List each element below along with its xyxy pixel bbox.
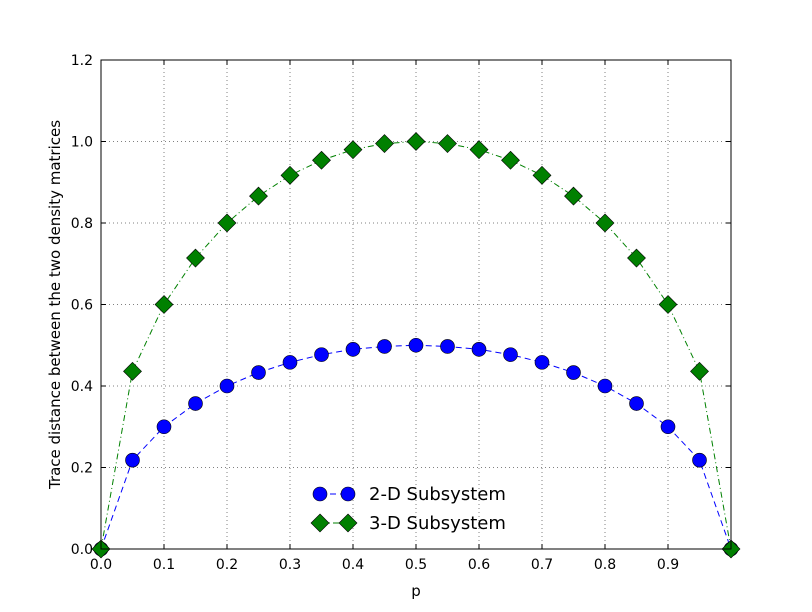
y-tick-label: 1.2 — [71, 53, 93, 69]
data-point-circle — [660, 419, 676, 435]
legend: 2-D Subsystem 3-D Subsystem — [310, 484, 506, 534]
legend-item-0: 2-D Subsystem — [312, 484, 506, 505]
data-point-circle — [156, 419, 172, 435]
y-tick-label: 0.2 — [71, 461, 93, 477]
x-tick-label: 0.9 — [657, 557, 679, 573]
data-point-diamond — [627, 248, 646, 268]
data-point-circle — [314, 347, 329, 362]
legend-label: 3-D Subsystem — [369, 513, 506, 534]
x-tick-label: 0.3 — [279, 557, 301, 573]
data-point-circle — [597, 378, 613, 394]
data-point-diamond — [595, 213, 615, 233]
data-point-circle — [534, 355, 550, 370]
y-tick-label: 0.8 — [71, 216, 93, 232]
y-axis-label: Trace distance between the two density m… — [46, 120, 64, 490]
grid — [101, 60, 731, 549]
data-point-circle — [692, 452, 707, 468]
x-tick-label: 0.4 — [342, 557, 364, 573]
data-point-circle — [188, 396, 203, 411]
data-point-circle — [125, 452, 140, 468]
legend-marker — [312, 486, 328, 502]
x-tick-label: 0.6 — [468, 557, 490, 573]
data-point-diamond — [123, 361, 142, 381]
data-point-circle — [345, 342, 361, 357]
data-point-diamond — [690, 361, 709, 381]
y-tick-label: 0.0 — [71, 542, 93, 558]
data-point-diamond — [375, 134, 394, 153]
y-tick-label: 0.6 — [71, 298, 93, 314]
data-point-diamond — [280, 165, 300, 185]
data-point-diamond — [154, 295, 174, 314]
legend-marker — [310, 513, 330, 533]
data-point-circle — [377, 339, 392, 354]
data-point-diamond — [312, 150, 331, 170]
data-point-circle — [629, 396, 644, 411]
ticks — [100, 59, 731, 550]
x-tick-label: 0.2 — [216, 557, 238, 573]
legend-item-1: 3-D Subsystem — [310, 513, 506, 534]
series-0 — [93, 337, 739, 557]
data-point-circle — [471, 342, 487, 357]
x-axis-label: p — [411, 582, 421, 600]
data-point-circle — [566, 365, 581, 380]
y-tick-label: 1.0 — [71, 135, 93, 151]
data-point-diamond — [438, 134, 457, 153]
x-tick-label: 0.1 — [153, 557, 175, 573]
data-point-circle — [282, 355, 298, 370]
y-tick-label: 0.4 — [71, 379, 93, 395]
data-point-diamond — [501, 150, 520, 170]
data-point-diamond — [249, 186, 268, 206]
data-point-diamond — [658, 295, 678, 314]
data-point-circle — [408, 337, 424, 353]
x-tick-label: 0.7 — [531, 557, 553, 573]
data-point-circle — [503, 347, 518, 362]
data-point-circle — [219, 378, 235, 394]
data-point-diamond — [186, 248, 205, 268]
x-tick-label: 0.5 — [405, 557, 427, 573]
x-tick-label: 0.0 — [90, 557, 112, 573]
data-point-diamond — [532, 165, 552, 185]
data-point-diamond — [343, 140, 363, 160]
data-point-diamond — [406, 132, 426, 151]
data-point-diamond — [564, 186, 583, 206]
legend-marker — [340, 486, 356, 502]
data-point-diamond — [469, 140, 489, 160]
legend-marker — [338, 513, 358, 533]
data-point-circle — [440, 339, 455, 354]
tick-labels: 0.0 0.1 0.2 0.3 0.4 0.5 0.6 0.7 0.8 0.9 0.0 0.2 0.4 0… — [71, 53, 679, 573]
data-point-circle — [251, 365, 266, 380]
x-tick-label: 0.8 — [594, 557, 616, 573]
legend-label: 2-D Subsystem — [369, 484, 506, 505]
data-point-diamond — [217, 213, 237, 233]
